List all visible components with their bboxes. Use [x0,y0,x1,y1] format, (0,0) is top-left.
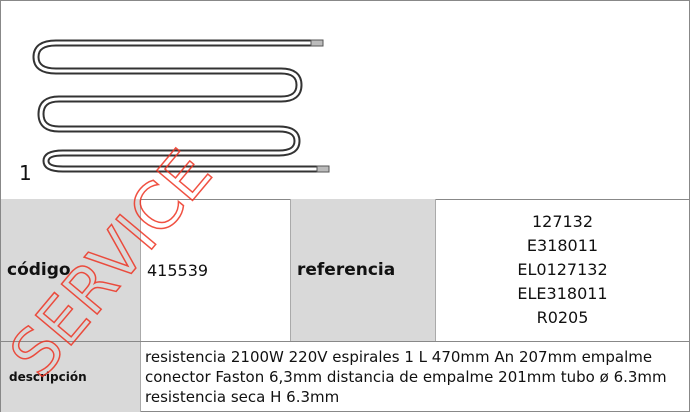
product-figure: 1 [1,1,689,200]
referencia-item: ELE318011 [517,284,608,303]
heating-element-drawing [32,39,330,173]
referencia-item: R0205 [536,308,589,327]
descripcion-value: resistencia 2100W 220V espirales 1 L 470… [145,348,667,406]
figure-label: 1 [19,161,32,185]
description-row: descripción resistencia 2100W 220V espir… [1,341,689,412]
referencia-item: 127132 [531,212,594,231]
connector [316,165,330,173]
descripcion-label: descripción [1,342,141,412]
referencia-item: E318011 [526,236,599,255]
codigo-value: 415539 [141,199,291,341]
codigo-label: código [1,199,141,341]
tube-outline [32,39,319,173]
tube-inner [34,41,319,171]
referencia-item: EL0127132 [517,260,608,279]
referencia-label: referencia [291,199,436,341]
connector [310,39,324,47]
referencia-list: 127132 E318011 EL0127132 ELE318011 R0205 [436,199,689,341]
